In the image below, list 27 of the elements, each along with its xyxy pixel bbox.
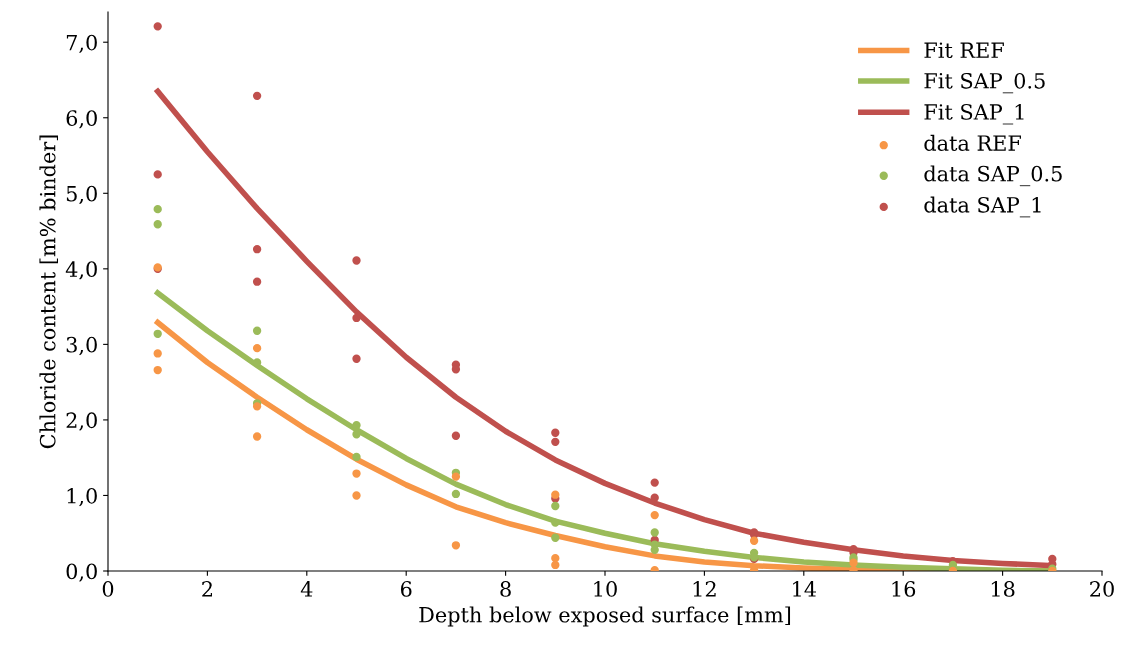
- legend-label: data SAP_0.5: [924, 165, 1062, 187]
- y-axis-title: Chloride content [m% binder]: [39, 135, 59, 449]
- x-tick-label: 2: [202, 581, 212, 597]
- legend-label: Fit REF: [924, 42, 1004, 59]
- y-tick-label: 2,0: [66, 412, 97, 431]
- x-tick-label: 0: [102, 581, 114, 597]
- y-tick-label: 7,0: [66, 34, 97, 53]
- x-tick-label: 6: [400, 581, 412, 597]
- y-tick-label: 3,0: [66, 336, 97, 356]
- x-tick-label: 18: [991, 581, 1015, 597]
- legend-label: Fit SAP_1: [924, 104, 1024, 125]
- y-tick-label: 4,0: [65, 261, 97, 280]
- y-tick-label: 0,0: [66, 563, 97, 582]
- y-tick-label: 1,0: [67, 487, 97, 507]
- x-tick-label: 12: [693, 581, 716, 597]
- legend-label: data SAP_1: [924, 196, 1041, 218]
- x-tick-label: 4: [300, 581, 313, 597]
- x-tick-label: 10: [594, 581, 617, 597]
- legend-label: data REF: [924, 134, 1021, 151]
- y-tick-label: 5,0: [66, 185, 97, 205]
- y-tick-label: 6,0: [66, 110, 97, 129]
- x-axis-title: Depth below exposed surface [mm]: [419, 606, 791, 627]
- legend-label: Fit SAP_0.5: [924, 72, 1045, 94]
- x-tick-label: 8: [500, 581, 511, 597]
- x-tick-label: 16: [892, 581, 916, 597]
- x-tick-label: 14: [793, 581, 817, 597]
- x-tick-label: 20: [1090, 581, 1114, 597]
